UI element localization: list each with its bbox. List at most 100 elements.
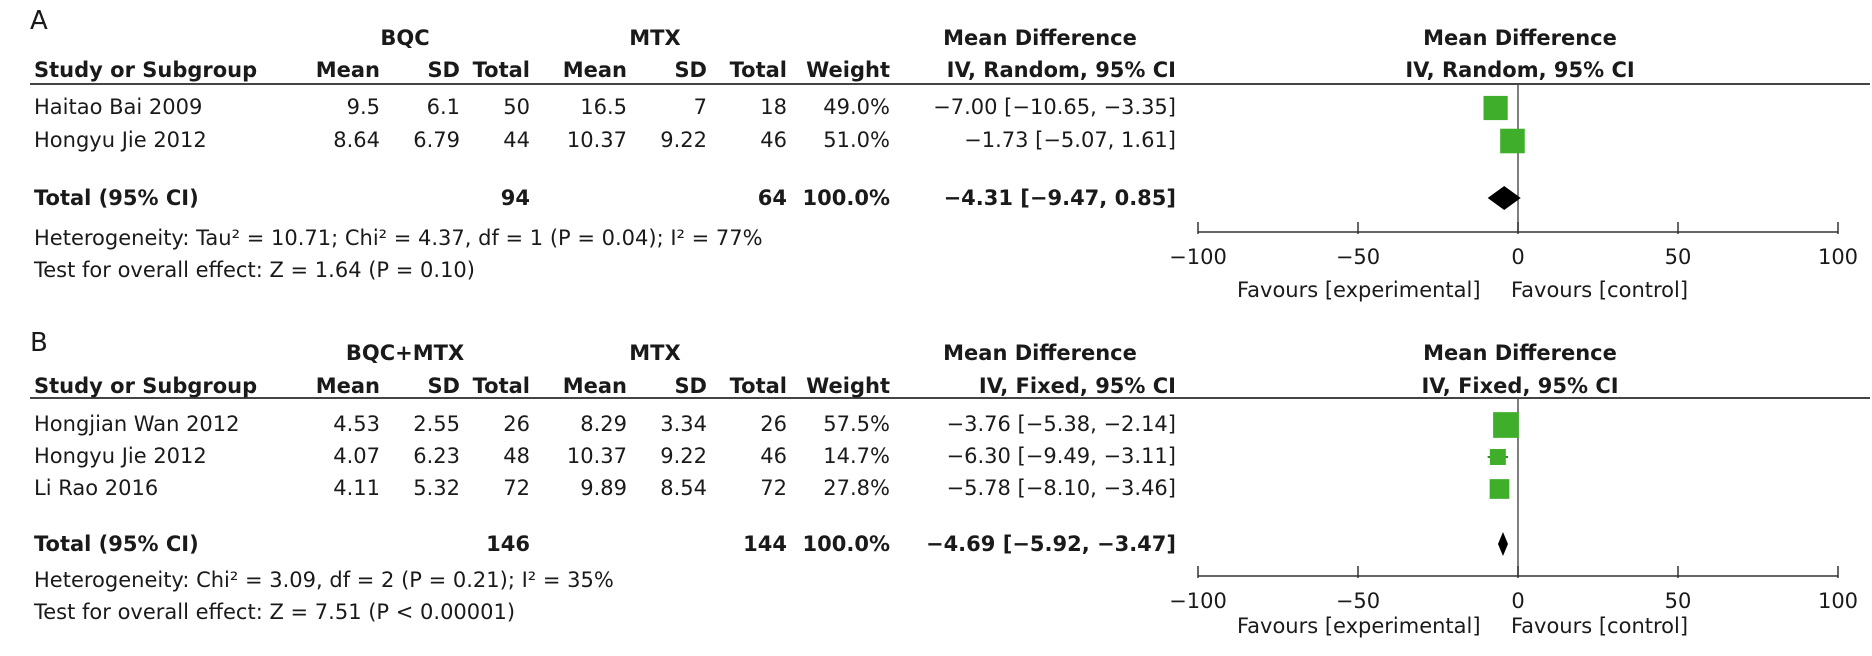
study-marker xyxy=(1489,449,1506,465)
study-name: Hongyu Jie 2012 xyxy=(34,444,207,468)
plot-effect-header: Mean Difference xyxy=(1423,26,1617,50)
g2-mean: 9.89 xyxy=(580,476,627,500)
x-tick-label: 0 xyxy=(1511,589,1524,613)
g1-mean: 9.5 xyxy=(346,95,380,119)
col-g2-mean-header: Mean xyxy=(562,58,627,82)
g2-total: 46 xyxy=(760,444,787,468)
forest-plot-svg-b: −100 −50 0 50 100 xyxy=(30,397,1870,613)
study-ci: −5.78 [−8.10, −3.46] xyxy=(946,476,1176,500)
favours-left-label: Favours [experimental] xyxy=(1237,614,1481,638)
overall-effect-text: Test for overall effect: Z = 7.51 (P < 0… xyxy=(34,600,516,624)
heterogeneity-text: Heterogeneity: Tau² = 10.71; Chi² = 4.37… xyxy=(34,226,763,250)
favours-right-label: Favours [control] xyxy=(1511,278,1689,302)
total-label: Total (95% CI) xyxy=(34,532,199,556)
col-g2-sd-header: SD xyxy=(674,58,707,82)
g2-sd: 9.22 xyxy=(660,128,707,152)
study-weight: 27.8% xyxy=(823,476,890,500)
forest-panel-b: −100 −50 0 50 100 B BQC+MTX MTX Mean Differe… xyxy=(0,328,1872,656)
g1-mean: 4.11 xyxy=(333,476,380,500)
g1-sd: 2.55 xyxy=(413,412,460,436)
g2-mean: 10.37 xyxy=(566,444,627,468)
forest-plot-svg-a: −100 −50 0 50 100 xyxy=(30,83,1870,269)
g2-sd: 3.34 xyxy=(660,412,707,436)
g2-total: 46 xyxy=(760,128,787,152)
effect-header: Mean Difference xyxy=(943,26,1137,50)
g2-mean: 16.5 xyxy=(580,95,627,119)
g2-total: 26 xyxy=(760,412,787,436)
study-marker xyxy=(1489,479,1510,499)
panel-label: B xyxy=(30,328,48,358)
favours-left-label: Favours [experimental] xyxy=(1237,278,1481,302)
g2-sd: 7 xyxy=(693,95,707,119)
total-ci: −4.69 [−5.92, −3.47] xyxy=(925,532,1176,556)
col-g2-total-header: Total xyxy=(729,374,787,398)
group1-header: BQC xyxy=(380,26,430,50)
panel-label: A xyxy=(30,6,48,36)
study-ci: −6.30 [−9.49, −3.11] xyxy=(946,444,1176,468)
col-g2-mean-header: Mean xyxy=(562,374,627,398)
col-weight-header: Weight xyxy=(806,374,890,398)
g2-sd: 9.22 xyxy=(660,444,707,468)
forest-panel-a: −100 −50 0 50 100 A BQC MTX Mean Difference … xyxy=(30,6,1870,302)
g1-sd: 6.23 xyxy=(413,444,460,468)
col-g1-sd-header: SD xyxy=(427,58,460,82)
col-study-header: Study or Subgroup xyxy=(34,374,258,398)
study-ci: −7.00 [−10.65, −3.35] xyxy=(933,95,1176,119)
plot-effect-method: IV, Random, 95% CI xyxy=(1405,58,1635,82)
pooled-diamond xyxy=(1497,532,1508,556)
study-marker xyxy=(1500,128,1525,154)
col-g1-total-header: Total xyxy=(472,58,530,82)
pooled-diamond xyxy=(1487,186,1521,210)
total-label: Total (95% CI) xyxy=(34,186,199,210)
g2-sd: 8.54 xyxy=(660,476,707,500)
study-name: Hongyu Jie 2012 xyxy=(34,128,207,152)
x-tick-label: −50 xyxy=(1336,245,1380,269)
total-weight: 100.0% xyxy=(802,186,890,210)
g1-sd: 5.32 xyxy=(413,476,460,500)
total-g2: 144 xyxy=(743,532,787,556)
total-g2: 64 xyxy=(757,186,787,210)
total-weight: 100.0% xyxy=(802,532,890,556)
x-tick-label: 100 xyxy=(1818,589,1858,613)
total-g1: 94 xyxy=(500,186,530,210)
g1-total: 48 xyxy=(503,444,530,468)
overall-effect-text: Test for overall effect: Z = 1.64 (P = 0… xyxy=(34,258,475,282)
g2-total: 72 xyxy=(760,476,787,500)
study-ci: −3.76 [−5.38, −2.14] xyxy=(946,412,1176,436)
study-marker xyxy=(1483,95,1508,121)
favours-right-label: Favours [control] xyxy=(1511,614,1689,638)
col-g2-sd-header: SD xyxy=(674,374,707,398)
study-weight: 49.0% xyxy=(823,95,890,119)
g1-total: 26 xyxy=(503,412,530,436)
g1-total: 72 xyxy=(503,476,530,500)
g1-sd: 6.1 xyxy=(426,95,460,119)
group1-header: BQC+MTX xyxy=(345,341,465,365)
g2-total: 18 xyxy=(760,95,787,119)
col-g1-mean-header: Mean xyxy=(315,58,380,82)
x-tick-label: −50 xyxy=(1336,589,1380,613)
plot-effect-method: IV, Fixed, 95% CI xyxy=(1421,374,1619,398)
heterogeneity-text: Heterogeneity: Chi² = 3.09, df = 2 (P = … xyxy=(34,568,614,592)
g2-mean: 10.37 xyxy=(566,128,627,152)
x-tick-label: 0 xyxy=(1511,245,1524,269)
x-tick-label: −100 xyxy=(1169,589,1227,613)
g1-total: 44 xyxy=(503,128,530,152)
g1-mean: 4.53 xyxy=(333,412,380,436)
study-weight: 57.5% xyxy=(823,412,890,436)
x-tick-label: 50 xyxy=(1665,589,1692,613)
study-weight: 51.0% xyxy=(823,128,890,152)
x-tick-label: 50 xyxy=(1665,245,1692,269)
study-ci: −1.73 [−5.07, 1.61] xyxy=(964,128,1176,152)
g1-sd: 6.79 xyxy=(413,128,460,152)
g1-mean: 4.07 xyxy=(333,444,380,468)
group2-header: MTX xyxy=(629,341,681,365)
col-weight-header: Weight xyxy=(806,58,890,82)
g1-mean: 8.64 xyxy=(333,128,380,152)
plot-effect-header: Mean Difference xyxy=(1423,341,1617,365)
group2-header: MTX xyxy=(629,26,681,50)
study-weight: 14.7% xyxy=(823,444,890,468)
col-g1-sd-header: SD xyxy=(427,374,460,398)
study-name: Li Rao 2016 xyxy=(34,476,159,500)
total-ci: −4.31 [−9.47, 0.85] xyxy=(943,186,1176,210)
col-g1-mean-header: Mean xyxy=(315,374,380,398)
